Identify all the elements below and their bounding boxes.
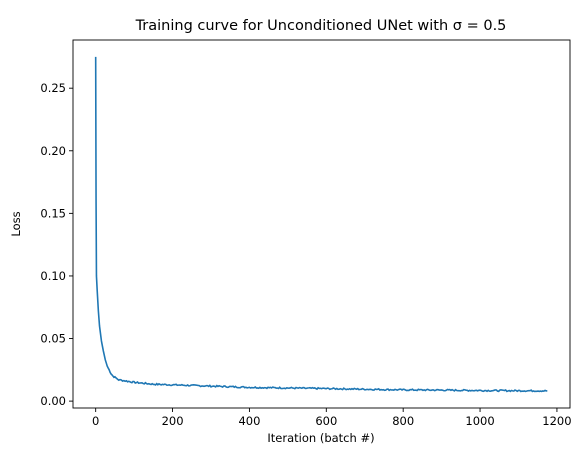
plot-area [94, 56, 548, 393]
y-tick-label-0: 0.00 [40, 394, 66, 408]
x-tick-label-2: 400 [238, 414, 260, 428]
x-tick-label-1: 200 [162, 414, 184, 428]
y-tick-label-3: 0.15 [40, 206, 66, 220]
x-tick-label-5: 1000 [465, 414, 494, 428]
axes: 0 200 400 600 800 1000 1200 0.00 0.05 0.10 0.15 0.2… [40, 39, 572, 428]
series-line-0 [94, 56, 548, 393]
x-tick-label-4: 800 [392, 414, 414, 428]
y-tick-label-1: 0.05 [40, 332, 66, 346]
y-axis-label: Loss [9, 211, 23, 236]
y-tick-label-4: 0.20 [40, 144, 66, 158]
x-tick-label-0: 0 [92, 414, 99, 428]
x-tick-label-6: 1200 [542, 414, 571, 428]
x-axis-label: Iteration (batch #) [267, 431, 374, 445]
chart-title: Training curve for Unconditioned UNet wi… [135, 18, 507, 34]
y-tick-label-2: 0.10 [40, 269, 66, 283]
plot-frame [72, 39, 571, 409]
x-tick-label-3: 600 [315, 414, 337, 428]
y-tick-label-5: 0.25 [40, 81, 66, 95]
